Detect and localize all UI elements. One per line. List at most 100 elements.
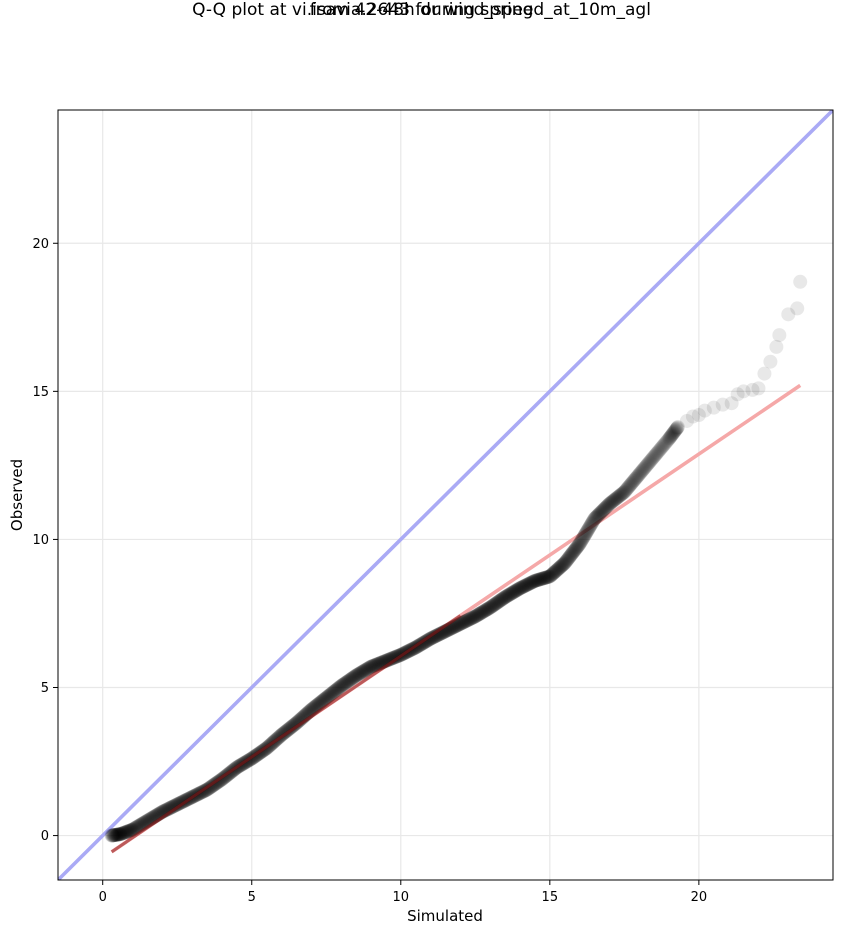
qq-point [119, 824, 134, 839]
qq-point [354, 665, 369, 680]
qq-point [547, 565, 562, 580]
qq-point [110, 827, 125, 842]
qq-point [483, 600, 498, 615]
qq-point [367, 658, 382, 673]
qq-point [623, 477, 638, 492]
qq-point [562, 549, 577, 564]
qq-point [610, 490, 625, 505]
qq-point [462, 612, 477, 627]
qq-point [112, 827, 127, 842]
qq-point [620, 481, 635, 496]
qq-point [562, 550, 577, 565]
qq-point [617, 484, 632, 499]
qq-point [561, 551, 576, 566]
qq-point [518, 578, 533, 593]
qq-point [578, 526, 593, 541]
qq-point [632, 467, 647, 482]
qq-point [331, 681, 346, 696]
qq-point [326, 685, 341, 700]
qq-point [654, 440, 669, 455]
qq-point [653, 442, 668, 457]
qq-point [586, 514, 601, 529]
qq-point [536, 571, 551, 586]
qq-point [649, 446, 664, 461]
qq-point [635, 463, 650, 478]
qq-point [497, 590, 512, 605]
qq-point [654, 441, 669, 456]
qq-point [605, 494, 620, 509]
qq-point [597, 501, 612, 516]
qq-point [648, 448, 663, 463]
qq-point [538, 570, 553, 585]
qq-point [504, 586, 519, 601]
qq-point [519, 578, 534, 593]
qq-point [429, 628, 444, 643]
qq-point [117, 825, 132, 840]
qq-point [490, 595, 505, 610]
qq-point [360, 661, 375, 676]
qq-point [664, 428, 679, 443]
qq-point [386, 650, 401, 665]
qq-point [662, 430, 677, 445]
qq-point [601, 497, 616, 512]
qq-point [591, 507, 606, 522]
qq-point [472, 606, 487, 621]
qq-point [607, 492, 622, 507]
qq-point [625, 475, 640, 490]
qq-point [511, 582, 526, 597]
qq-point [528, 573, 543, 588]
qq-point [606, 493, 621, 508]
qq-point [479, 602, 494, 617]
qq-point [656, 438, 671, 453]
qq-point [509, 583, 524, 598]
qq-point [630, 469, 645, 484]
qq-point [353, 666, 368, 681]
qq-point [666, 426, 681, 441]
qq-point [341, 674, 356, 689]
qq-point [170, 797, 185, 812]
qq-point [311, 696, 326, 711]
qq-point [599, 499, 614, 514]
qq-point [586, 513, 601, 528]
qq-point [514, 580, 529, 595]
qq-point [572, 536, 587, 551]
qq-tail-point [793, 274, 808, 289]
qq-point [349, 668, 364, 683]
qq-point [168, 798, 183, 813]
qq-point [497, 590, 512, 605]
qq-point [105, 828, 120, 843]
qq-point [516, 579, 531, 594]
qq-point [592, 506, 607, 521]
qq-point [113, 827, 128, 842]
qq-point [492, 593, 507, 608]
qq-point [502, 587, 517, 602]
qq-point [330, 681, 345, 696]
qq-point [496, 591, 511, 606]
qq-point [510, 582, 525, 597]
qq-point [593, 506, 608, 521]
qq-point [289, 716, 304, 731]
qq-point [519, 577, 534, 592]
qq-point [321, 688, 336, 703]
qq-point [613, 488, 628, 503]
qq-point [639, 458, 654, 473]
qq-point [121, 824, 136, 839]
qq-point [117, 825, 132, 840]
qq-point [656, 438, 671, 453]
qq-point [546, 566, 561, 581]
qq-point [655, 440, 670, 455]
qq-point [114, 826, 129, 841]
qq-point [467, 609, 482, 624]
qq-point [356, 664, 371, 679]
qq-point [506, 585, 521, 600]
qq-point [320, 689, 335, 704]
qq-point [106, 828, 121, 843]
qq-point [503, 586, 518, 601]
qq-point [478, 603, 493, 618]
qq-tail-point [790, 301, 805, 316]
qq-point [603, 496, 618, 511]
qq-point [361, 661, 376, 676]
qq-point [118, 825, 133, 840]
qq-point [577, 528, 592, 543]
qq-point [430, 628, 445, 643]
